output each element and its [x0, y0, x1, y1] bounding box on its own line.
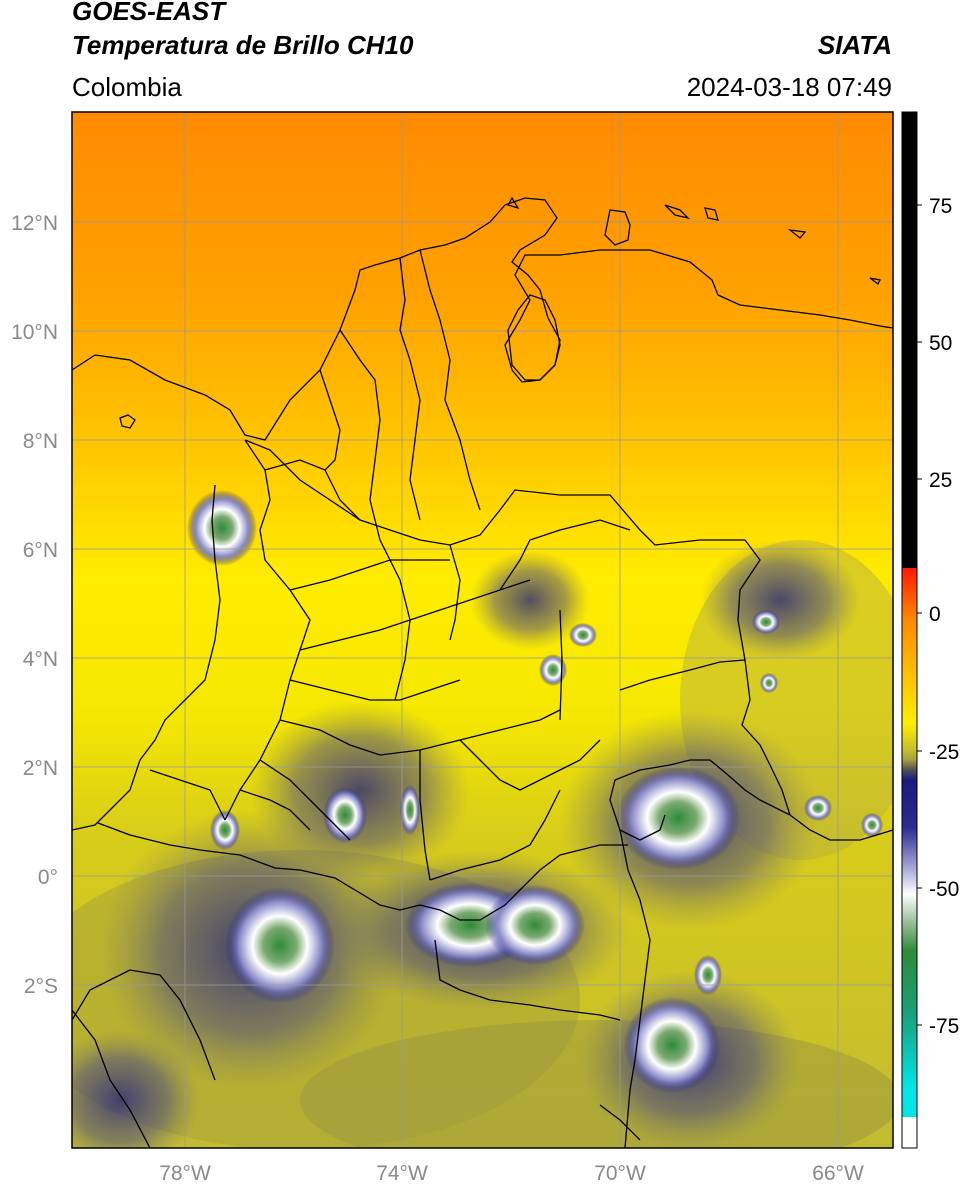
- lat-label: 8°N: [23, 430, 58, 453]
- map-frame: [71, 111, 894, 1149]
- colorbar-label: -25: [929, 741, 959, 764]
- lon-label: 78°W: [159, 1162, 211, 1185]
- colorbar-label: 0: [929, 603, 941, 626]
- region-label: Colombia: [72, 72, 182, 102]
- lat-label: 0°: [38, 866, 58, 889]
- lat-label: 4°N: [23, 648, 58, 671]
- colorbar-label: 75: [929, 195, 952, 218]
- datetime-label: 2024-03-18 07:49: [686, 72, 892, 102]
- colorbar-label: 50: [929, 332, 952, 355]
- org-label: SIATA: [817, 30, 892, 60]
- colorbar-label: 25: [929, 469, 952, 492]
- lon-label: 70°W: [594, 1162, 646, 1185]
- lon-label: 74°W: [376, 1162, 428, 1185]
- satellite-title: GOES-EAST: [72, 0, 226, 26]
- lat-label: 10°N: [11, 321, 58, 344]
- lat-label: 2°S: [24, 975, 58, 998]
- lat-label: 12°N: [11, 212, 58, 235]
- colorbar-label: -50: [929, 878, 959, 901]
- brightness-temperature-field: [72, 112, 893, 1148]
- lat-label: 2°N: [23, 757, 58, 780]
- graticule: [72, 112, 893, 1148]
- colorbar-ramp: [901, 111, 918, 1149]
- latitude-labels: 12°N 10°N 8°N 6°N 4°N 2°N 0° 2°S: [11, 212, 58, 998]
- colorbar-label: -75: [929, 1015, 959, 1038]
- longitude-labels: 78°W 74°W 70°W 66°W: [159, 1162, 864, 1185]
- colorbar: 75 50 25 0 -25 -50 -75: [901, 111, 959, 1149]
- coastlines-borders: [72, 196, 893, 1148]
- product-title: Temperatura de Brillo CH10: [72, 30, 414, 60]
- lat-label: 6°N: [23, 539, 58, 562]
- lon-label: 66°W: [812, 1162, 864, 1185]
